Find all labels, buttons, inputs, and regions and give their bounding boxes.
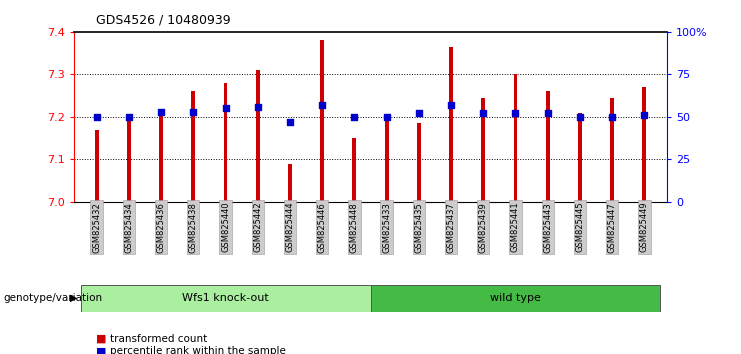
- Text: GSM825437: GSM825437: [447, 202, 456, 253]
- Point: [413, 110, 425, 116]
- Bar: [81, 285, 370, 312]
- Point: [606, 114, 618, 120]
- Point: [155, 109, 167, 115]
- Bar: [95, 130, 99, 202]
- Point: [639, 112, 651, 118]
- Text: GDS4526 / 10480939: GDS4526 / 10480939: [96, 13, 231, 26]
- Text: GSM825447: GSM825447: [608, 202, 617, 252]
- Point: [316, 102, 328, 108]
- Text: GSM825449: GSM825449: [639, 202, 649, 252]
- Text: GSM825446: GSM825446: [318, 202, 327, 252]
- Text: GSM825448: GSM825448: [350, 202, 359, 252]
- Point: [381, 114, 393, 120]
- Point: [574, 114, 586, 120]
- Text: GSM825438: GSM825438: [189, 202, 198, 253]
- Point: [542, 110, 554, 116]
- Point: [510, 110, 522, 116]
- Bar: [417, 123, 421, 202]
- Bar: [385, 117, 388, 202]
- Text: transformed count: transformed count: [110, 334, 207, 344]
- Point: [219, 105, 231, 111]
- Point: [252, 104, 264, 109]
- Bar: [353, 138, 356, 202]
- Text: percentile rank within the sample: percentile rank within the sample: [110, 346, 285, 354]
- Point: [284, 119, 296, 125]
- Bar: [370, 285, 660, 312]
- Bar: [127, 119, 131, 202]
- Text: GSM825441: GSM825441: [511, 202, 520, 252]
- Text: GSM825434: GSM825434: [124, 202, 133, 252]
- Text: wild type: wild type: [490, 293, 541, 303]
- Bar: [578, 113, 582, 202]
- Text: GSM825440: GSM825440: [221, 202, 230, 252]
- Text: ■: ■: [96, 346, 110, 354]
- Text: Wfs1 knock-out: Wfs1 knock-out: [182, 293, 269, 303]
- Bar: [288, 164, 292, 202]
- Point: [445, 102, 457, 108]
- Bar: [449, 47, 453, 202]
- Text: GSM825443: GSM825443: [543, 202, 552, 252]
- Point: [123, 114, 135, 120]
- Point: [477, 110, 489, 116]
- Point: [348, 114, 360, 120]
- Text: genotype/variation: genotype/variation: [4, 293, 103, 303]
- Bar: [546, 91, 550, 202]
- Bar: [320, 40, 324, 202]
- Bar: [642, 87, 646, 202]
- Bar: [610, 98, 614, 202]
- Text: GSM825445: GSM825445: [576, 202, 585, 252]
- Text: GSM825432: GSM825432: [92, 202, 102, 252]
- Text: GSM825436: GSM825436: [156, 202, 165, 253]
- Bar: [514, 74, 517, 202]
- Text: GSM825442: GSM825442: [253, 202, 262, 252]
- Text: GSM825435: GSM825435: [414, 202, 423, 252]
- Bar: [191, 91, 195, 202]
- Bar: [482, 98, 485, 202]
- Text: GSM825439: GSM825439: [479, 202, 488, 252]
- Text: GSM825433: GSM825433: [382, 202, 391, 253]
- Bar: [224, 83, 227, 202]
- Point: [90, 114, 102, 120]
- Bar: [159, 113, 163, 202]
- Text: ▶: ▶: [70, 293, 78, 303]
- Point: [187, 109, 199, 115]
- Bar: [256, 70, 259, 202]
- Text: ■: ■: [96, 334, 110, 344]
- Text: GSM825444: GSM825444: [285, 202, 294, 252]
